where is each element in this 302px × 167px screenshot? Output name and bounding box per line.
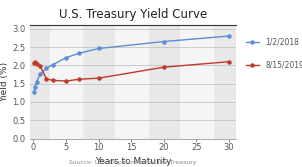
8/15/2019 [35,62,39,64]
8/15/2019 [162,66,166,68]
Text: Source: U.S. Department of the Treasury: Source: U.S. Department of the Treasury [69,160,197,165]
Line: 1/2/2018: 1/2/2018 [32,35,230,93]
8/15/2019 [38,65,42,67]
1/2/2018 [64,57,68,59]
1/2/2018 [51,64,55,66]
Y-axis label: Yield (%): Yield (%) [0,62,9,102]
1/2/2018 [38,73,42,75]
X-axis label: Years to Maturity: Years to Maturity [95,157,171,166]
Title: U.S. Treasury Yield Curve: U.S. Treasury Yield Curve [59,8,207,21]
Line: 8/15/2019: 8/15/2019 [32,60,230,83]
8/15/2019 [97,77,101,79]
1/2/2018 [227,35,231,37]
Legend: 1/2/2018, 8/15/2019: 1/2/2018, 8/15/2019 [246,38,302,70]
Bar [50,25,82,139]
8/15/2019 [227,61,231,63]
8/15/2019 [33,61,37,63]
8/15/2019 [51,79,55,81]
Bar [115,25,148,139]
1/2/2018 [97,47,101,49]
1/2/2018 [45,67,48,69]
1/2/2018 [77,52,81,54]
8/15/2019 [32,62,36,64]
8/15/2019 [45,78,48,80]
1/2/2018 [32,91,36,93]
1/2/2018 [162,41,166,43]
1/2/2018 [35,81,39,83]
8/15/2019 [77,78,81,80]
8/15/2019 [64,80,68,82]
Bar [180,25,213,139]
1/2/2018 [33,86,37,88]
